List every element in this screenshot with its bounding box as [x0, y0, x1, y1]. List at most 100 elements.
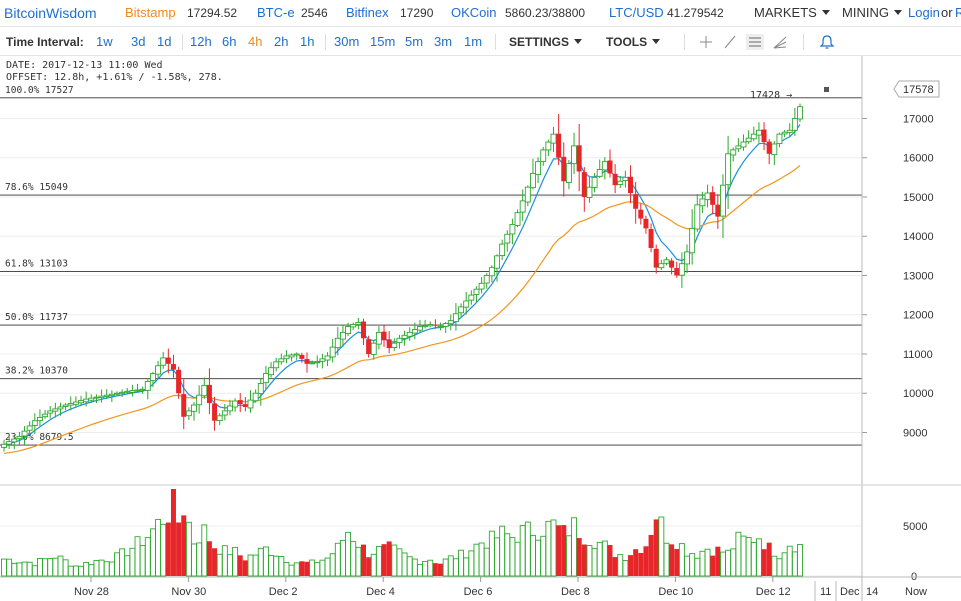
interval-1m[interactable]: 1m: [464, 34, 483, 49]
volume-bar: [771, 555, 778, 577]
candle-body: [31, 420, 38, 426]
crosshair-icon[interactable]: [697, 34, 715, 50]
volume-bar: [401, 552, 408, 577]
fib-level-label: 61.8% 13103: [5, 258, 68, 269]
candle-body: [293, 353, 300, 356]
interval-15m[interactable]: 15m: [370, 34, 396, 49]
volume-bar: [720, 551, 726, 577]
interval-1w[interactable]: 1w: [96, 34, 113, 49]
volume-bar: [617, 554, 624, 577]
candle-body: [720, 184, 726, 217]
candle-body: [181, 394, 187, 417]
fan-lines-icon[interactable]: [771, 34, 789, 50]
candle-body: [458, 306, 465, 314]
candle-body: [740, 141, 747, 148]
volume-bar: [740, 535, 747, 577]
candle-body: [6, 441, 13, 445]
volume-bar: [694, 557, 701, 577]
market-okcoin[interactable]: OKCoin: [451, 5, 497, 20]
volume-bar: [761, 549, 767, 576]
volume-bar: [350, 541, 357, 577]
candle-body: [530, 172, 536, 189]
volume-bar: [114, 552, 120, 577]
market-btce[interactable]: BTC-e: [257, 5, 295, 20]
time-interval-label: Time Interval:: [6, 35, 84, 49]
market-bitfinex[interactable]: Bitfinex: [346, 5, 389, 20]
markets-menu[interactable]: MARKETS: [754, 5, 830, 20]
candle-body: [52, 408, 59, 412]
volume-bar: [108, 561, 115, 577]
market-ltcusd[interactable]: LTC/USD: [609, 5, 664, 20]
bell-icon[interactable]: [818, 34, 836, 50]
volume-bar: [638, 552, 644, 576]
candle-body: [108, 393, 115, 397]
candle-body: [442, 323, 449, 327]
volume-bar: [628, 555, 634, 576]
volume-bar: [591, 548, 598, 577]
time-tick-label: Nov 30: [171, 586, 206, 598]
interval-5m[interactable]: 5m: [405, 34, 424, 49]
horizontal-lines-icon[interactable]: [746, 34, 764, 50]
interval-1h[interactable]: 1h: [300, 34, 315, 49]
interval-4h[interactable]: 4h: [248, 34, 263, 49]
volume-bar: [519, 525, 526, 577]
volume-bar: [725, 549, 732, 577]
volume-bar: [319, 559, 326, 577]
volume-bar: [514, 541, 521, 577]
interval-12h[interactable]: 12h: [190, 34, 212, 49]
chevron-down-icon: [821, 10, 830, 15]
volume-bar: [550, 519, 557, 577]
interval-2h[interactable]: 2h: [274, 34, 289, 49]
volume-bar: [83, 561, 90, 577]
candle-body: [262, 373, 269, 384]
candle-body: [776, 133, 783, 145]
chart-axes: 17000 16000 15000 14000 13000 12000 11000 10000…: [0, 56, 961, 601]
price-tick-label: 9000: [903, 427, 927, 439]
candle-body: [339, 331, 346, 340]
brand-logo[interactable]: BitcoinWisdom: [4, 5, 97, 21]
volume-bar: [561, 525, 567, 576]
volume-bar: [458, 549, 465, 577]
interval-3d[interactable]: 3d: [131, 34, 146, 49]
price-tick-label: 11000: [903, 349, 933, 361]
register-link[interactable]: R: [955, 5, 961, 20]
candle-body: [766, 141, 772, 154]
volume-bar: [730, 548, 737, 577]
candle-body: [16, 435, 23, 440]
login-link[interactable]: Login: [908, 5, 940, 20]
volume-bar: [447, 555, 454, 577]
interval-3m[interactable]: 3m: [434, 34, 453, 49]
candle-body: [504, 233, 511, 244]
time-tick-label: Nov 28: [74, 586, 109, 598]
volume-bar: [509, 537, 516, 577]
candle-body: [247, 399, 254, 409]
market-bitstamp[interactable]: Bitstamp: [125, 5, 176, 20]
volume-bar: [540, 535, 547, 577]
candle-body: [483, 275, 490, 284]
price-chart[interactable]: 100.0% 17527 78.6% 15049 61.8% 13103 50.0% …: [0, 56, 961, 601]
volume-bar: [797, 544, 803, 577]
interval-6h[interactable]: 6h: [222, 34, 237, 49]
trendline-icon[interactable]: [721, 34, 739, 50]
volume-bar: [124, 555, 131, 577]
candle-body: [715, 204, 721, 217]
volume-bar: [160, 523, 167, 577]
interval-1d[interactable]: 1d: [157, 34, 172, 49]
candle-body: [447, 320, 454, 325]
volume-bar: [422, 560, 429, 577]
settings-menu[interactable]: SETTINGS: [509, 35, 583, 49]
candle-body: [463, 300, 470, 308]
volume-tick-label: 5000: [903, 521, 927, 533]
mining-menu[interactable]: MINING: [842, 5, 902, 20]
candle-body: [185, 410, 192, 417]
candle-body: [212, 403, 218, 421]
candle-body: [67, 403, 74, 406]
candle-body: [329, 346, 336, 358]
current-price-value: 17578: [903, 84, 934, 96]
interval-30m[interactable]: 30m: [334, 34, 360, 49]
tools-menu[interactable]: TOOLS: [606, 35, 661, 49]
volume-bar: [463, 557, 470, 577]
candle-body: [165, 357, 171, 364]
candle-body: [78, 400, 84, 404]
candle-body: [617, 180, 624, 185]
